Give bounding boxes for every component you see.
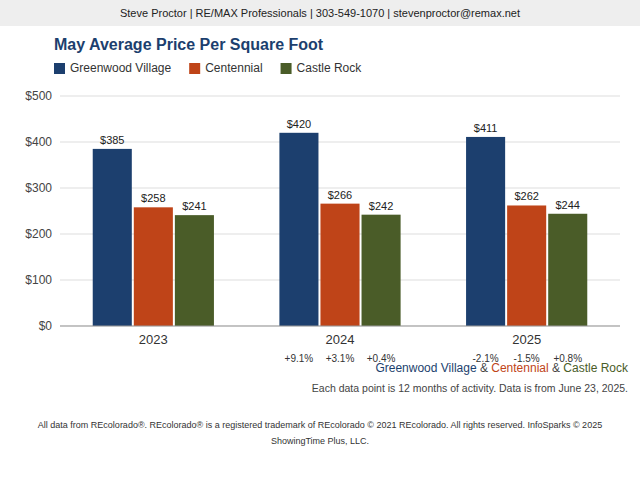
change-label: +9.1%: [285, 353, 314, 364]
bar: [548, 214, 587, 326]
data-label: $242: [369, 200, 393, 212]
note: Each data point is 12 months of activity…: [312, 382, 628, 394]
data-label: $262: [514, 190, 538, 202]
bar: [362, 215, 401, 326]
footer-name: Centennial: [491, 361, 548, 375]
header-bar: [0, 0, 640, 26]
y-tick-label: $0: [39, 319, 53, 333]
grid: [60, 96, 620, 326]
y-tick-label: $500: [25, 89, 52, 103]
labels: $385$420+9.1%$411-2.1%$258$266+3.1%$262-…: [100, 118, 582, 364]
y-tick-label: $200: [25, 227, 52, 241]
note: ShowingTime Plus, LLC.: [271, 436, 369, 446]
data-label: $411: [474, 122, 498, 134]
bar: [507, 205, 546, 326]
data-label: $258: [141, 192, 165, 204]
data-label: $241: [182, 200, 206, 212]
legend-swatch: [54, 63, 65, 74]
legend-label: Greenwood Village: [70, 61, 172, 75]
footer-name: Greenwood Village: [375, 361, 477, 375]
grid-line: [60, 96, 620, 97]
data-label: $420: [287, 118, 311, 130]
footer-separator: &: [549, 361, 564, 375]
legend: Greenwood Village Centennial Castle Rock: [54, 61, 362, 75]
header: Steve Proctor | RE/MAX Professionals | 3…: [120, 7, 520, 19]
data-label: $266: [328, 189, 352, 201]
footer-names: Greenwood Village & Centennial & Castle …: [375, 361, 629, 375]
x-axis: [60, 326, 620, 327]
bar: [466, 137, 505, 326]
legend-label: Castle Rock: [297, 61, 363, 75]
data-label: $244: [555, 199, 579, 211]
x-tick-label: 2024: [326, 332, 355, 347]
bars: [93, 133, 588, 326]
bar: [175, 215, 214, 326]
footer-separator: &: [477, 361, 492, 375]
grid-line: [60, 142, 620, 143]
change-label: +3.1%: [326, 353, 355, 364]
data-label: $385: [100, 134, 124, 146]
bar: [134, 207, 173, 326]
footer-name: Castle Rock: [563, 361, 629, 375]
y-tick-label: $100: [25, 273, 52, 287]
legend-swatch: [189, 63, 200, 74]
bar: [279, 133, 318, 326]
legend-label: Centennial: [205, 61, 262, 75]
y-tick-label: $300: [25, 181, 52, 195]
note: All data from REcolorado®. REcolorado® i…: [38, 420, 602, 430]
title: May Average Price Per Square Foot: [54, 36, 324, 53]
background: [0, 0, 640, 480]
x-tick-label: 2023: [139, 332, 168, 347]
y-tick-label: $400: [25, 135, 52, 149]
bar: [93, 149, 132, 326]
x-tick-label: 2025: [512, 332, 541, 347]
legend-swatch: [281, 63, 292, 74]
grid-line: [60, 326, 620, 327]
chart: Steve Proctor | RE/MAX Professionals | 3…: [0, 0, 640, 480]
bar: [320, 204, 359, 326]
